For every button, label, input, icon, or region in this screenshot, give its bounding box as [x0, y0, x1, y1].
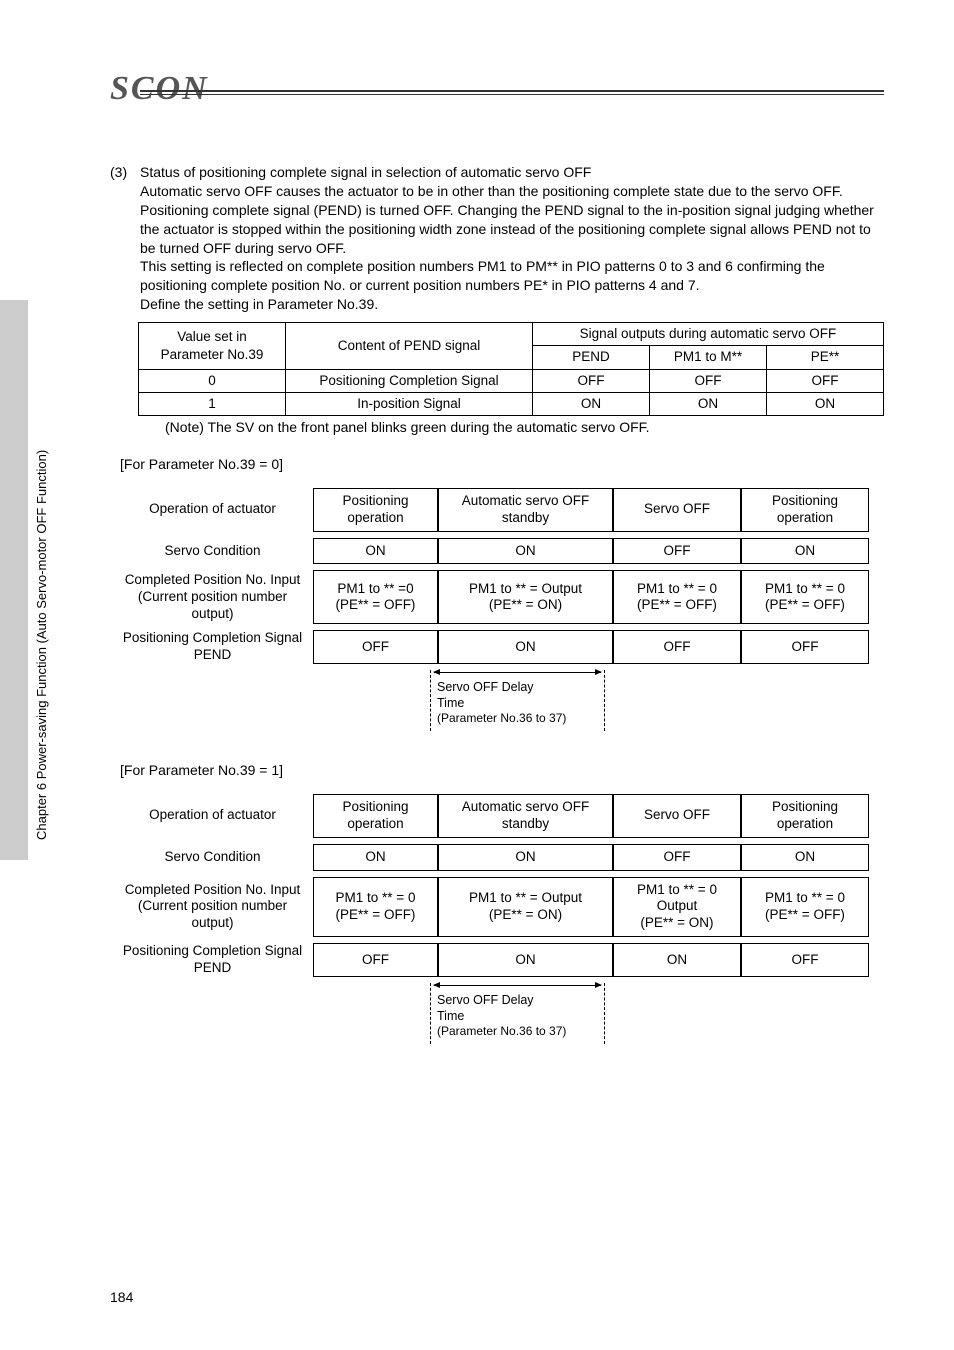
- cell: In-position Signal: [286, 392, 533, 415]
- timing-cell: PM1 to ** = 0(PE** = OFF): [313, 877, 438, 938]
- timing-row: Servo ConditionONONOFFON: [120, 538, 884, 565]
- t1-h-sig: Signal outputs during automatic servo OF…: [533, 323, 884, 346]
- timing-cell: PM1 to ** = 0(PE** = OFF): [741, 877, 869, 938]
- timing-cell: ON: [438, 844, 613, 871]
- timing-row-label: Positioning Completion Signal PEND: [120, 630, 313, 664]
- timing-cell: OFF: [313, 630, 438, 664]
- timing-cell: PM1 to ** =0(PE** = OFF): [313, 570, 438, 624]
- section-para-3: Define the setting in Parameter No.39.: [140, 296, 378, 312]
- table-row: 1 In-position Signal ON ON ON: [139, 392, 884, 415]
- timing1-heading: [For Parameter No.39 = 1]: [120, 761, 884, 780]
- timing-row-label: Servo Condition: [120, 538, 313, 565]
- timing-cell: Servo OFF: [613, 794, 741, 838]
- cell: OFF: [767, 369, 884, 392]
- timing-cell: ON: [741, 538, 869, 565]
- timing-cell: Positioning operation: [313, 794, 438, 838]
- timing-cell: OFF: [741, 943, 869, 977]
- timing-row-label: Completed Position No. Input (Current po…: [120, 570, 313, 624]
- cell: 0: [139, 369, 286, 392]
- timing-row: Completed Position No. Input (Current po…: [120, 570, 884, 624]
- timing-cell: ON: [438, 943, 613, 977]
- timing0-delay-box: Servo OFF Delay Time (Parameter No.36 to…: [430, 670, 605, 731]
- t1-h-c1: PEND: [533, 346, 650, 369]
- timing-cell: OFF: [741, 630, 869, 664]
- timing-row-label: Positioning Completion Signal PEND: [120, 943, 313, 977]
- timing-cell: ON: [741, 844, 869, 871]
- timing-row: Servo ConditionONONOFFON: [120, 844, 884, 871]
- timing-cell: Positioning operation: [741, 488, 869, 532]
- delay-l1: Servo OFF Delay: [437, 680, 534, 694]
- timing-row: Operation of actuatorPositioning operati…: [120, 794, 884, 838]
- timing-row-label: Servo Condition: [120, 844, 313, 871]
- t1-h-left-bot: Parameter No.39: [161, 347, 264, 362]
- pend-signal-table: Value set in Parameter No.39 Content of …: [138, 322, 884, 416]
- timing-cell: OFF: [613, 538, 741, 565]
- timing-cell: OFF: [313, 943, 438, 977]
- delay-l2: Time: [437, 1009, 464, 1023]
- timing-cell: ON: [438, 538, 613, 565]
- table-row: 0 Positioning Completion Signal OFF OFF …: [139, 369, 884, 392]
- cell: ON: [650, 392, 767, 415]
- delay-l3: (Parameter No.36 to 37): [437, 1024, 566, 1038]
- section-para-1: Automatic servo OFF causes the actuator …: [140, 183, 874, 256]
- t1-h-left-top: Value set in: [177, 329, 247, 344]
- header-rule: [140, 90, 884, 95]
- page-number: 184: [110, 1289, 133, 1305]
- t1-h-content: Content of PEND signal: [286, 323, 533, 369]
- timing-cell: Automatic servo OFF standby: [438, 794, 613, 838]
- timing-cell: OFF: [613, 844, 741, 871]
- table-note: (Note) The SV on the front panel blinks …: [165, 418, 884, 437]
- t1-h-c3: PE**: [767, 346, 884, 369]
- timing-cell: PM1 to ** = Output(PE** = ON): [438, 570, 613, 624]
- timing-cell: PM1 to ** = 0(PE** = OFF): [741, 570, 869, 624]
- timing-cell: PM1 to ** = 0Output(PE** = ON): [613, 877, 741, 938]
- timing-cell: Servo OFF: [613, 488, 741, 532]
- delay-l2: Time: [437, 696, 464, 710]
- timing-row-label: Operation of actuator: [120, 794, 313, 838]
- timing-cell: OFF: [613, 630, 741, 664]
- product-logo: SCON: [110, 70, 209, 108]
- section-title: Status of positioning complete signal in…: [140, 164, 591, 180]
- section-para-2: This setting is reflected on complete po…: [140, 258, 825, 293]
- t1-h-c2: PM1 to M**: [650, 346, 767, 369]
- timing-cell: ON: [313, 538, 438, 565]
- timing-cell: Automatic servo OFF standby: [438, 488, 613, 532]
- cell: OFF: [533, 369, 650, 392]
- timing1-delay-box: Servo OFF Delay Time (Parameter No.36 to…: [430, 983, 605, 1044]
- timing-row: Positioning Completion Signal PENDOFFONO…: [120, 630, 884, 664]
- timing-cell: PM1 to ** = Output(PE** = ON): [438, 877, 613, 938]
- timing-cell: ON: [313, 844, 438, 871]
- section-number: (3): [110, 163, 127, 182]
- timing0-heading: [For Parameter No.39 = 0]: [120, 455, 884, 474]
- cell: Positioning Completion Signal: [286, 369, 533, 392]
- sidebar-chapter-label: Chapter 6 Power-saving Function (Auto Se…: [34, 450, 49, 840]
- timing-cell: ON: [438, 630, 613, 664]
- timing-cell: Positioning operation: [741, 794, 869, 838]
- timing-row: Operation of actuatorPositioning operati…: [120, 488, 884, 532]
- timing-row: Completed Position No. Input (Current po…: [120, 877, 884, 938]
- delay-l3: (Parameter No.36 to 37): [437, 711, 566, 725]
- timing-row-label: Completed Position No. Input (Current po…: [120, 877, 313, 938]
- timing-row: Positioning Completion Signal PENDOFFONO…: [120, 943, 884, 977]
- timing-cell: ON: [613, 943, 741, 977]
- delay-l1: Servo OFF Delay: [437, 993, 534, 1007]
- cell: OFF: [650, 369, 767, 392]
- timing-row-label: Operation of actuator: [120, 488, 313, 532]
- timing-cell: PM1 to ** = 0(PE** = OFF): [613, 570, 741, 624]
- cell: ON: [767, 392, 884, 415]
- sidebar-tab: [0, 300, 28, 860]
- cell: 1: [139, 392, 286, 415]
- timing-cell: Positioning operation: [313, 488, 438, 532]
- cell: ON: [533, 392, 650, 415]
